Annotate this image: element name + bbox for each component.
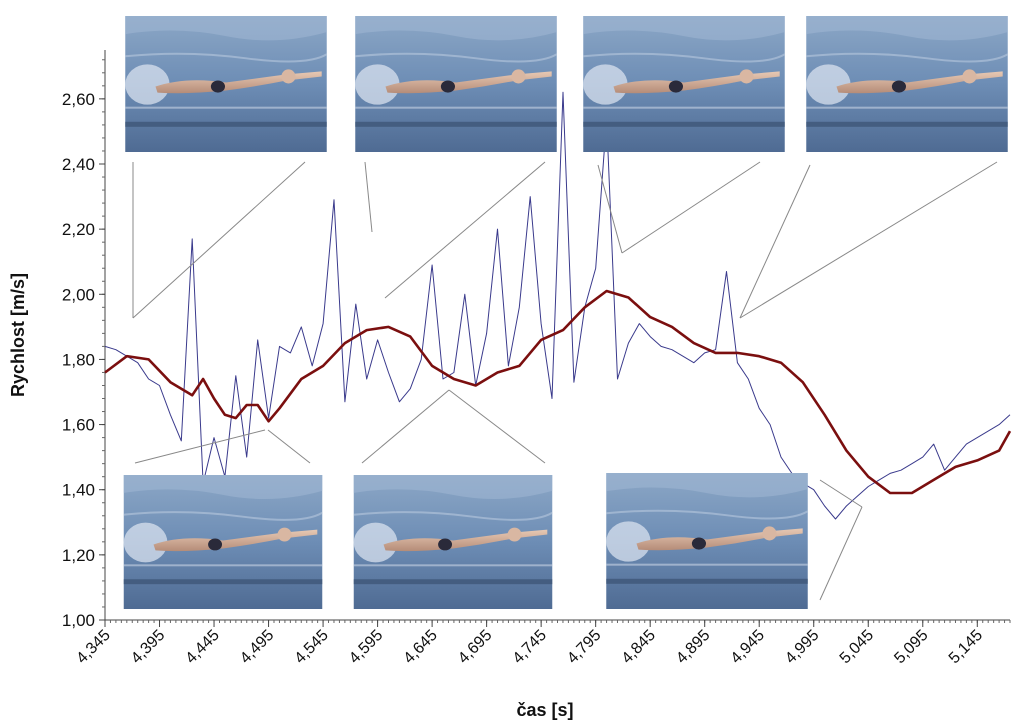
y-tick-label: 1,80 [62, 350, 95, 369]
y-tick-label: 1,60 [62, 416, 95, 435]
x-tick-label: 4,945 [728, 627, 768, 667]
y-tick-label: 2,40 [62, 155, 95, 174]
x-tick-label: 4,895 [673, 627, 713, 667]
y-tick-label: 2,20 [62, 220, 95, 239]
x-tick-label: 5,095 [891, 627, 931, 667]
smoothed-speed-line [104, 289, 1012, 495]
y-axis: 1,00 1,20 1,40 1,60 1,80 2,00 2,20 2,40 2,60 [62, 50, 106, 630]
x-tick-label: 5,145 [946, 627, 986, 667]
x-tick-label: 4,445 [183, 627, 223, 667]
x-tick-label: 4,695 [455, 627, 495, 667]
x-axis-title: čas [s] [516, 700, 573, 720]
x-tick-label: 4,495 [237, 627, 277, 667]
y-tick-label: 1,40 [62, 481, 95, 500]
x-axis: 4,345 4,395 4,445 4,495 4,545 4,595 4,645 4,695… [73, 619, 1011, 667]
swimmer-photo [805, 16, 1009, 152]
swimmer-photo [124, 16, 328, 152]
swimmer-photo [605, 473, 809, 609]
swimmer-photo [352, 475, 554, 609]
y-tick-label: 2,00 [62, 285, 95, 304]
x-tick-label: 4,995 [782, 627, 822, 667]
series-group [104, 91, 1012, 520]
x-tick-label: 4,645 [401, 627, 441, 667]
y-tick-label: 2,60 [62, 90, 95, 109]
swimmer-photo [582, 16, 786, 152]
raw-speed-line [104, 91, 1011, 520]
x-tick-label: 4,595 [346, 627, 386, 667]
x-tick-label: 4,395 [128, 627, 168, 667]
x-tick-label: 4,545 [292, 627, 332, 667]
y-tick-label: 1,00 [62, 611, 95, 630]
swimmer-photo [122, 475, 324, 609]
x-tick-label: 4,845 [619, 627, 659, 667]
photo-strip [122, 16, 1009, 609]
y-tick-label: 1,20 [62, 546, 95, 565]
swimmer-photo [355, 16, 557, 152]
photo-connectors [132, 161, 998, 601]
x-tick-label: 4,745 [510, 627, 550, 667]
x-tick-label: 5,045 [837, 627, 877, 667]
x-tick-label: 4,345 [73, 627, 113, 667]
y-axis-title: Rychlost [m/s] [8, 273, 28, 397]
x-tick-label: 4,795 [564, 627, 604, 667]
